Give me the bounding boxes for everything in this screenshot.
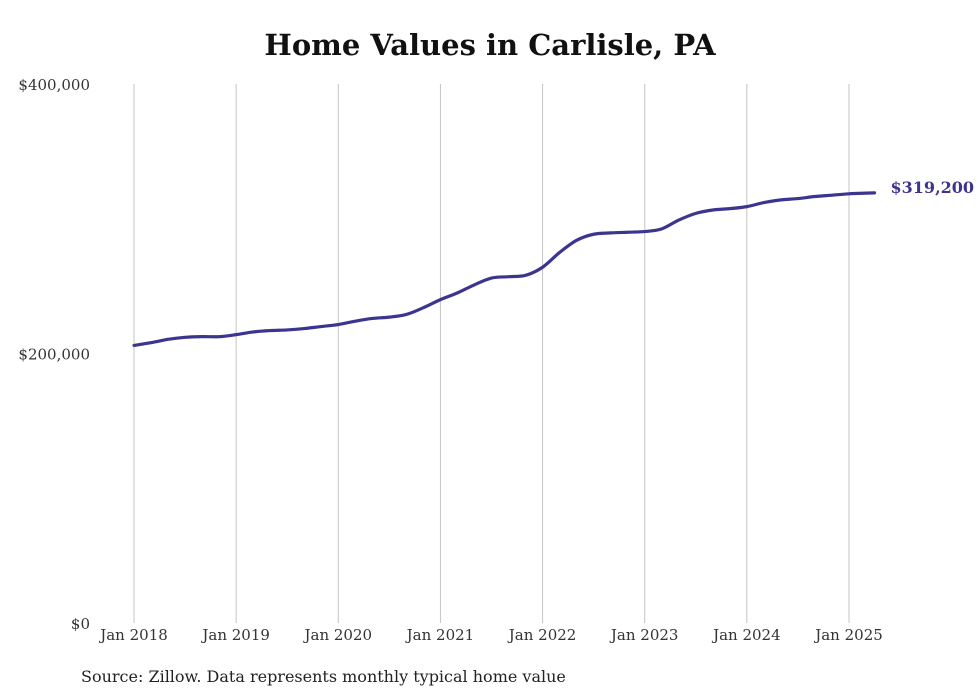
y-tick-label: $200,000: [18, 346, 90, 364]
x-tick-label: Jan 2020: [303, 626, 373, 644]
x-tick-label: Jan 2023: [609, 626, 679, 644]
x-tick-label: Jan 2024: [711, 626, 781, 644]
y-tick-label: $0: [71, 615, 90, 633]
x-tick-label: Jan 2021: [405, 626, 475, 644]
end-value-label: $319,200: [891, 178, 975, 197]
gridlines: [133, 84, 850, 623]
y-axis-ticks: $0 $200,000 $400,000: [18, 76, 90, 633]
source-note: Source: Zillow. Data represents monthly …: [81, 667, 566, 686]
x-axis-ticks: Jan 2018 Jan 2019 Jan 2020 Jan 2021 Jan 2022…: [98, 626, 883, 644]
y-tick-label: $400,000: [18, 76, 90, 94]
series-line-0: [132, 191, 877, 348]
series-layer: $319,200: [132, 178, 975, 348]
x-tick-label: Jan 2022: [507, 626, 577, 644]
x-tick-label: Jan 2018: [98, 626, 168, 644]
chart-title: Home Values in Carlisle, PA: [264, 28, 716, 62]
x-tick-label: Jan 2019: [200, 626, 270, 644]
x-tick-label: Jan 2025: [813, 626, 883, 644]
